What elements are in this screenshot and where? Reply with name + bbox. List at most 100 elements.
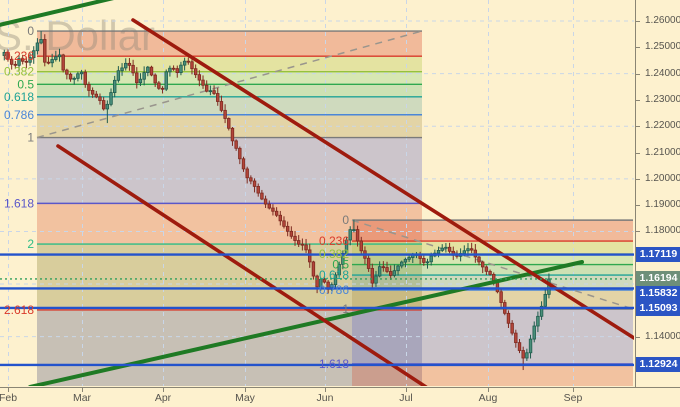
candle-down — [370, 268, 374, 284]
candle-down — [193, 68, 198, 76]
candle-up — [429, 255, 433, 263]
candle-down — [296, 240, 301, 245]
candle-down — [381, 266, 386, 269]
time-axis-label: May — [235, 392, 255, 404]
time-axis-tick — [82, 388, 83, 392]
candle-down — [61, 54, 65, 71]
candle-down — [267, 203, 271, 209]
candle-down — [308, 249, 312, 263]
candle-down — [65, 69, 69, 75]
candle-down — [359, 240, 363, 252]
candle-down — [230, 127, 235, 142]
candle-down — [149, 66, 154, 76]
candle-up — [35, 42, 40, 52]
candle-up — [337, 263, 341, 276]
fib-level-label: 1.618 — [319, 357, 349, 371]
candle-up — [17, 58, 21, 66]
candle-down — [219, 101, 224, 111]
price-axis[interactable]: 1.26000 1.25000 1.24000 1.23000 1.22000 1.210… — [635, 0, 680, 387]
candle-down — [212, 90, 216, 94]
candle-up — [440, 247, 444, 251]
candle-down — [256, 186, 260, 194]
candle-up — [407, 257, 411, 260]
candle-down — [521, 350, 525, 359]
candle-up — [536, 315, 540, 327]
candle-down — [241, 158, 246, 170]
candle-down — [68, 73, 73, 80]
plot-area[interactable]: S. Dollar00.2360.3820.50.6180.78611.6182… — [0, 0, 634, 386]
candle-up — [543, 293, 547, 307]
red-channel-upper[interactable] — [131, 18, 634, 340]
candle-down — [355, 229, 360, 242]
candle-down — [271, 207, 275, 212]
candle-up — [120, 67, 124, 72]
candle-down — [20, 58, 25, 62]
time-axis-tick — [8, 388, 9, 392]
price-axis-label: 1.26000 — [645, 15, 680, 27]
fib-level-label: 0.382 — [319, 247, 349, 261]
time-axis-tick — [325, 388, 326, 392]
price-axis-label: 1.18000 — [645, 225, 680, 237]
candle-down — [422, 258, 426, 263]
time-axis[interactable]: Feb Mar Apr May Jun Jul Aug Sep — [0, 387, 680, 407]
candle-down — [480, 261, 485, 268]
candle-down — [469, 248, 474, 251]
price-axis-tick — [636, 152, 640, 154]
time-axis-label: Sep — [563, 392, 583, 404]
candle-up — [50, 59, 54, 64]
candle-up — [76, 73, 80, 79]
green-channel-lower[interactable] — [28, 260, 584, 386]
candle-down — [201, 79, 205, 86]
price-axis-tick — [636, 231, 640, 233]
price-axis-tick — [636, 178, 640, 180]
fib-level-label: 0 — [342, 213, 349, 227]
candle-up — [348, 229, 352, 241]
candle-down — [171, 67, 176, 70]
candle-up — [138, 78, 143, 84]
price-axis-label: 1.20000 — [645, 172, 680, 184]
price-axis-label: 1.24000 — [645, 67, 680, 79]
time-axis-label: Mar — [72, 392, 92, 404]
red-channel-lower[interactable] — [56, 144, 428, 386]
candle-up — [179, 64, 183, 74]
candles — [2, 31, 551, 371]
candle-down — [43, 39, 47, 63]
price-axis-label: 1.23000 — [645, 93, 680, 105]
candle-down — [227, 118, 231, 129]
candle-up — [466, 248, 470, 252]
candle-up — [462, 250, 466, 254]
candle-up — [539, 305, 544, 317]
time-axis-tick — [406, 388, 407, 392]
candle-down — [216, 93, 220, 102]
candle-up — [532, 325, 536, 340]
candle-down — [160, 87, 165, 90]
price-axis-tick — [636, 336, 640, 338]
green-channel-upper[interactable] — [0, 0, 118, 27]
fib-level-label: 1 — [342, 302, 349, 316]
candle-down — [488, 270, 492, 275]
candle-up — [333, 274, 338, 286]
candle-up — [168, 67, 172, 73]
time-axis-label: Jul — [399, 392, 413, 404]
fib-level-label: 1 — [27, 131, 34, 145]
price-badge: 1.12924 — [636, 357, 680, 373]
candle-down — [322, 278, 327, 283]
candle-down — [245, 168, 249, 179]
price-axis-tick — [636, 99, 640, 101]
fib-trendline-dashed[interactable] — [36, 30, 423, 139]
candle-down — [484, 266, 489, 272]
candle-down — [285, 225, 290, 232]
candle-down — [101, 100, 106, 110]
candle-down — [300, 243, 305, 246]
fib-level-label: 0.786 — [4, 108, 34, 122]
fib-band — [37, 96, 422, 115]
fib-jun-aug-bands[interactable] — [352, 220, 633, 386]
candle-up — [400, 261, 404, 267]
fib-trendline-dashed[interactable] — [351, 219, 634, 310]
candle-down — [223, 109, 227, 119]
candle-up — [392, 270, 397, 276]
price-axis-tick — [636, 21, 640, 23]
candle-up — [164, 71, 168, 90]
fib-band — [352, 363, 633, 386]
